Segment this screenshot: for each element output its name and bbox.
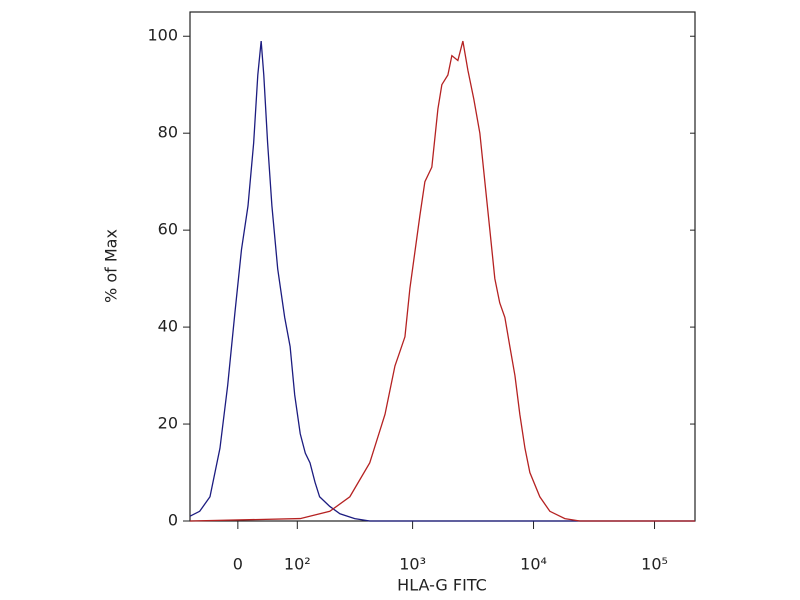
y-tick-label: 100: [147, 26, 178, 45]
x-axis-title: HLA-G FITC: [397, 576, 487, 595]
x-tick-label: 10⁵: [641, 555, 668, 574]
plot-frame: [189, 11, 696, 522]
y-axis-title: % of Max: [102, 229, 121, 303]
x-tick-label: 10³: [399, 555, 426, 574]
y-tick-label: 0: [168, 511, 178, 530]
x-tick-label: 10⁴: [520, 555, 547, 574]
x-tick-label: 0: [233, 555, 243, 574]
y-tick-label: 20: [158, 414, 178, 433]
y-tick-label: 80: [158, 123, 178, 142]
y-tick-label: 60: [158, 220, 178, 239]
histogram-line: [189, 41, 695, 522]
x-tick-label: 10²: [284, 555, 311, 574]
y-tick-label: 40: [158, 317, 178, 336]
histogram-line: [189, 40, 695, 522]
